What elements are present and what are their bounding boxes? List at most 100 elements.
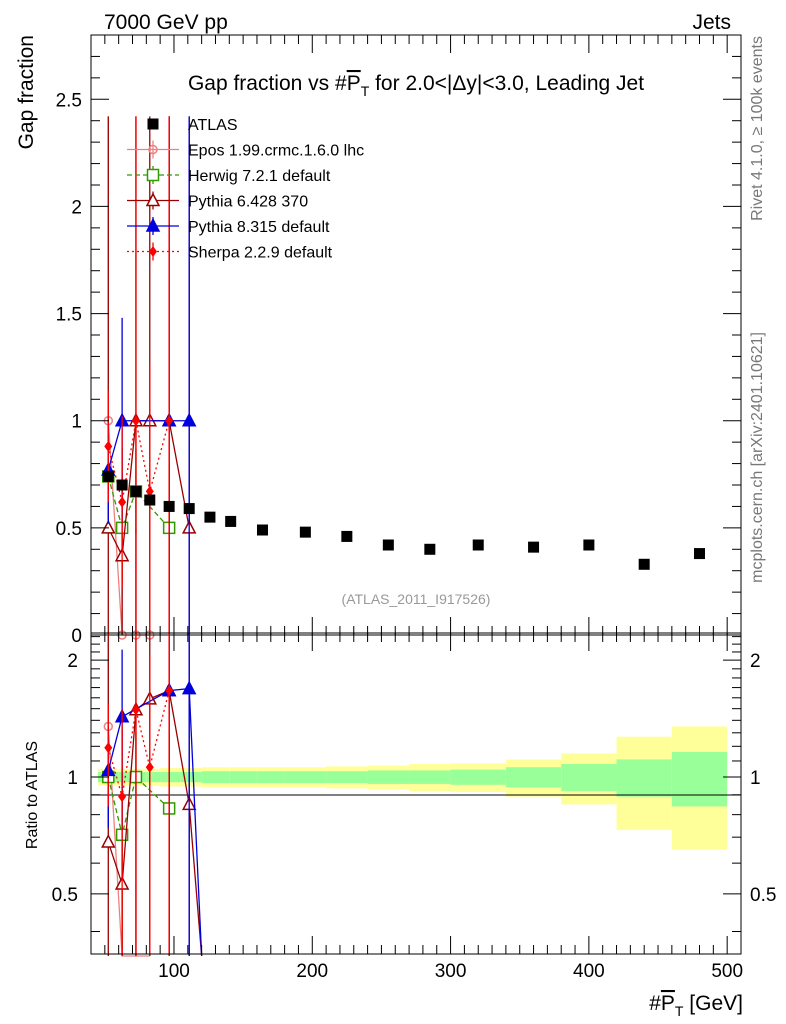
ratio-point-sherpa (118, 791, 127, 803)
ratio-point-pythia6 (101, 833, 116, 848)
main-y-tick-label: 1.5 (56, 305, 82, 326)
ratio-point-sherpa (165, 685, 174, 697)
ratio-point-sherpa (131, 704, 140, 716)
point-data (583, 539, 595, 551)
point-pythia8 (181, 412, 197, 427)
point-data (638, 558, 650, 570)
xlabel-prefix: # (649, 992, 661, 1015)
legend-item-pythia8: Pythia 8.315 default (127, 217, 330, 236)
legend-marker-data (147, 118, 159, 130)
mc-band-inner (326, 771, 368, 784)
main-title: Gap fraction vs #PT for 2.0<|Δy|<3.0, Le… (188, 72, 644, 99)
xlabel-suffix: [GeV] (683, 992, 743, 1015)
legend-marker-pythia8 (145, 217, 161, 232)
main-y-axis: 0 0.5 1 1.5 2 2.5 (56, 55, 741, 647)
legend-item-epos: Epos 1.99.crmc.1.6.0 lhc (127, 140, 364, 160)
legend-marker-herwig (146, 168, 160, 182)
mc-band-inner (450, 769, 506, 785)
series-herwig (102, 448, 176, 593)
point-sherpa (165, 415, 174, 427)
mc-band-inner (367, 770, 410, 784)
rivet-version-text: Rivet 4.1.0, ≥ 100k events (749, 36, 766, 221)
legend-item-sherpa: Sherpa 2.2.9 default (127, 242, 333, 262)
mc-band-inner (505, 767, 562, 788)
mc-band-inner (256, 771, 285, 784)
ratio-x-axis: 100 200 300 400 500 (104, 633, 743, 982)
xlabel-sub: T (675, 1003, 684, 1019)
xlabel-p: P (661, 992, 675, 1015)
series-line-pythia8 (107, 420, 190, 471)
ratio-y-tick-label-right: 1 (750, 768, 761, 789)
main-y-tick-label: 0.5 (56, 519, 82, 540)
point-data (341, 530, 353, 542)
point-sherpa (118, 496, 127, 508)
point-data (183, 503, 195, 515)
mc-band-inner (616, 759, 672, 797)
ratio-y-tick-label: 1 (67, 768, 78, 789)
legend-marker-epos (148, 144, 158, 155)
point-sherpa (145, 485, 154, 497)
legend-label-epos: Epos 1.99.crmc.1.6.0 lhc (188, 143, 364, 160)
legend-marker-sherpa (149, 246, 157, 257)
point-data (225, 515, 237, 527)
main-panel: 0 0.5 1 1.5 2 2.5 Gap fraction Gap fraction v… (15, 34, 742, 647)
main-marks (101, 116, 706, 640)
header-right-text: Jets (692, 11, 731, 34)
title-p: P (347, 72, 361, 95)
series-line-sherpa (107, 420, 170, 503)
ratio-y-tick-label: 2 (67, 651, 78, 672)
point-data (116, 479, 128, 491)
ratio-frame (90, 632, 742, 955)
legend-label-herwig: Herwig 7.2.1 default (188, 168, 331, 185)
legend-label-data: ATLAS (188, 117, 238, 134)
mc-band-inner (201, 771, 230, 784)
title-prefix: Gap fraction vs # (188, 72, 347, 95)
main-y-tick-label: 0 (71, 626, 82, 647)
ratio-panel: 0.5 0.5 1 1 2 2 100 200 300 400 500 Ratio to ATLA… (24, 632, 776, 1019)
legend-item-herwig: Herwig 7.2.1 default (127, 166, 331, 185)
ratio-y-tick-label-right: 2 (750, 651, 761, 672)
main-y-tick-label: 1 (71, 412, 82, 433)
mcplots-text: mcplots.cern.ch [arXiv:2401.10621] (749, 332, 766, 583)
point-data (299, 526, 311, 538)
legend-item-pythia6: Pythia 6.428 370 (127, 191, 308, 211)
x-tick-label: 300 (435, 961, 467, 982)
point-data (382, 539, 394, 551)
legend: ATLAS Epos 1.99.crmc.1.6.0 lhc Herwig 7.2.… (127, 117, 364, 262)
series-sherpa (104, 116, 174, 635)
mc-band-inner (409, 770, 451, 784)
ratio-point-sherpa (104, 742, 113, 754)
point-data (694, 548, 706, 560)
ratio-series-herwig (102, 728, 176, 956)
x-axis-label: #PT [GeV] (649, 992, 743, 1019)
point-data (144, 494, 156, 506)
watermark-text: (ATLAS_2011_I917526) (342, 591, 491, 607)
series-line-epos (107, 420, 150, 636)
main-y-tick-label: 2 (71, 197, 82, 218)
ratio-point-sherpa (145, 761, 154, 773)
title-suffix: for 2.0<|Δy|<3.0, Leading Jet (369, 72, 644, 95)
legend-label-sherpa: Sherpa 2.2.9 default (188, 245, 333, 262)
point-data (424, 543, 436, 555)
ratio-y-tick-label: 0.5 (52, 885, 78, 906)
main-x-axis (104, 35, 728, 635)
legend-item-data: ATLAS (147, 117, 238, 134)
point-sherpa (131, 415, 140, 427)
series-pythia6 (101, 116, 197, 635)
mc-band-inner (180, 772, 202, 783)
x-tick-label: 100 (158, 961, 190, 982)
title-sub: T (361, 83, 370, 99)
x-tick-label: 400 (573, 961, 605, 982)
series-pythia8 (101, 116, 197, 635)
point-data (256, 524, 268, 536)
ratio-y-tick-label-right: 0.5 (750, 885, 776, 906)
point-data (472, 539, 484, 551)
ratio-line-epos (107, 726, 150, 957)
point-sherpa (104, 440, 113, 452)
point-data (102, 470, 114, 482)
legend-marker-pythia6 (145, 192, 161, 207)
mc-band-inner (561, 764, 617, 792)
x-tick-label: 200 (296, 961, 328, 982)
point-data (130, 485, 142, 497)
